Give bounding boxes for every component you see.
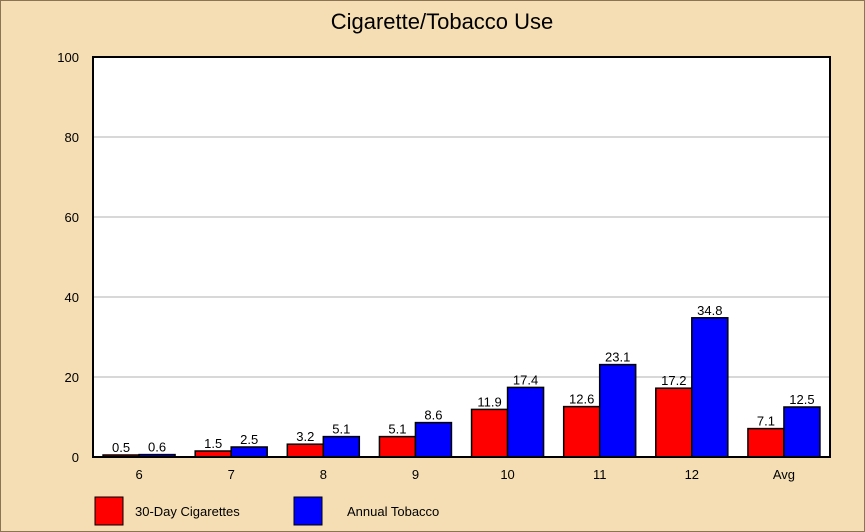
x-tick-label-11: 11 — [593, 467, 607, 482]
bar-tobacco-7 — [230, 446, 268, 458]
legend: 30-Day Cigarettes Annual Tobacco — [94, 496, 439, 526]
data-label-tobacco-Avg: 12.5 — [789, 392, 814, 407]
data-label-tobacco-12: 34.8 — [697, 303, 722, 318]
legend-label-cigarettes: 30-Day Cigarettes — [135, 504, 240, 519]
data-label-cigarettes-Avg: 7.1 — [757, 414, 775, 429]
data-label-tobacco-8: 5.1 — [332, 422, 350, 437]
data-label-tobacco-10: 17.4 — [513, 372, 538, 387]
bar-tobacco-Avg — [783, 406, 821, 458]
data-label-tobacco-9: 8.6 — [424, 408, 442, 423]
legend-swatch-tobacco — [293, 496, 323, 526]
chart-title: Cigarette/Tobacco Use — [331, 9, 554, 34]
bar-cigarettes-10 — [470, 408, 509, 458]
bar-cigarettes-Avg — [747, 427, 785, 458]
bar-cigarettes-11 — [562, 405, 601, 458]
data-label-tobacco-11: 23.1 — [605, 350, 630, 365]
x-tick-label-6: 6 — [135, 467, 142, 482]
legend-label-tobacco: Annual Tobacco — [347, 504, 439, 519]
data-label-cigarettes-6: 0.5 — [112, 440, 130, 455]
y-tick-label-60: 60 — [65, 210, 79, 225]
data-label-cigarettes-8: 3.2 — [296, 429, 314, 444]
x-tick-label-10: 10 — [500, 467, 514, 482]
x-tick-label-8: 8 — [320, 467, 327, 482]
data-label-cigarettes-9: 5.1 — [388, 422, 406, 437]
x-axis-ticks: 6 7 8 9 10 11 12 Avg — [135, 467, 795, 482]
plot-border — [92, 56, 831, 458]
y-axis-ticks: 0 20 40 60 80 100 — [57, 50, 79, 465]
y-tick-label-100: 100 — [57, 50, 79, 65]
bar-tobacco-12 — [691, 317, 729, 458]
legend-swatch-cigarettes — [94, 496, 124, 526]
data-label-tobacco-6: 0.6 — [148, 440, 166, 455]
x-tick-label-7: 7 — [228, 467, 235, 482]
x-tick-label-Avg: Avg — [773, 467, 795, 482]
data-label-tobacco-7: 2.5 — [240, 432, 258, 447]
y-tick-label-20: 20 — [65, 370, 79, 385]
grid-lines — [93, 136, 830, 378]
data-label-cigarettes-11: 12.6 — [569, 392, 594, 407]
x-tick-label-9: 9 — [412, 467, 419, 482]
data-label-cigarettes-7: 1.5 — [204, 436, 222, 451]
bar-cigarettes-12 — [655, 387, 693, 458]
y-tick-label-40: 40 — [65, 290, 79, 305]
x-tick-label-12: 12 — [685, 467, 699, 482]
bar-tobacco-10 — [506, 386, 545, 458]
bar-cigarettes-9 — [378, 435, 417, 458]
bar-tobacco-9 — [414, 421, 453, 458]
bar-tobacco-8 — [322, 435, 361, 458]
y-tick-label-80: 80 — [65, 130, 79, 145]
y-tick-label-0: 0 — [72, 450, 79, 465]
data-label-cigarettes-12: 17.2 — [661, 373, 686, 388]
bar-tobacco-11 — [598, 363, 637, 458]
data-labels: 0.5 0.6 1.5 2.5 3.2 5.1 5.1 8.6 11.9 17.4 12.6 23.1… — [112, 303, 815, 455]
bar-cigarettes-8 — [286, 443, 325, 458]
data-label-cigarettes-10: 11.9 — [477, 394, 501, 409]
